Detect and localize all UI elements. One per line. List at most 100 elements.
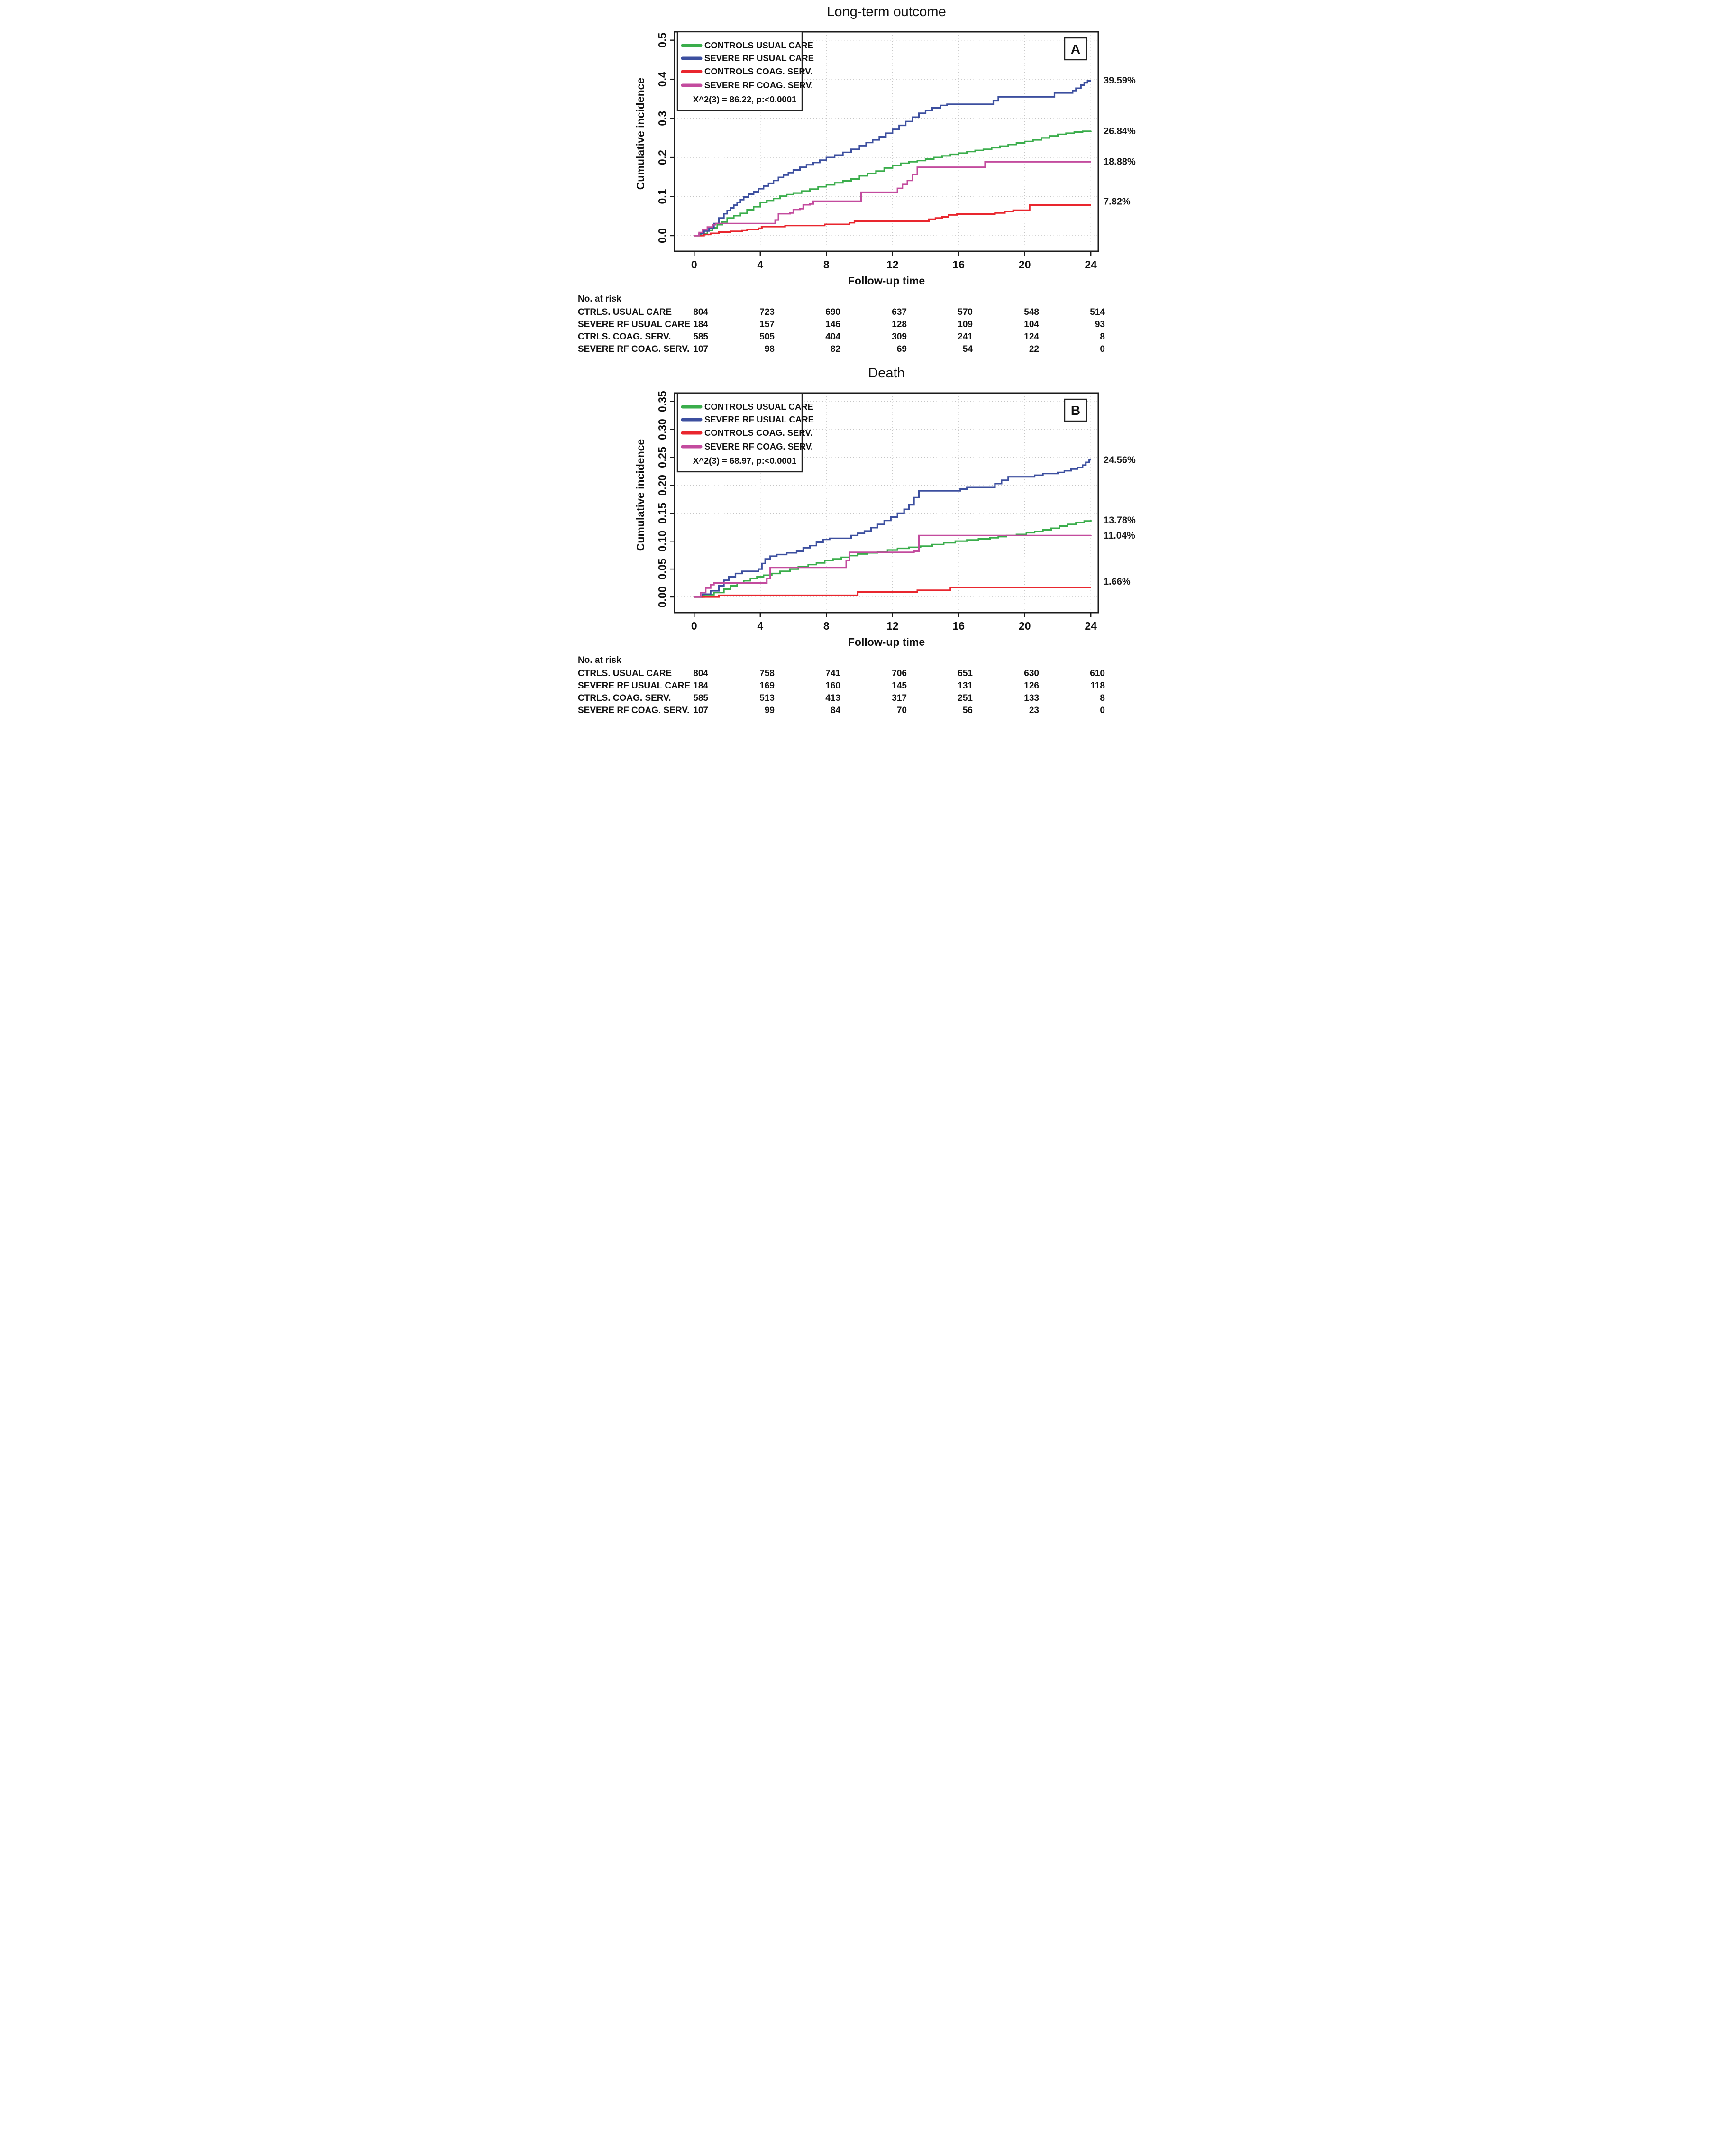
x-tick-label: 16 xyxy=(952,620,965,632)
risk-value-cell: 0 xyxy=(1100,706,1105,716)
risk-value-cell: 8 xyxy=(1100,693,1105,703)
plot-border xyxy=(674,392,1099,614)
risk-value-cell: 184 xyxy=(693,320,708,330)
risk-value-cell: 54 xyxy=(962,344,973,354)
figure-page: Long-term outcome 0 4 8 12 16 20 24 0.0 0.1 0.2 0.3… xyxy=(572,0,1144,723)
risk-value-cell: 128 xyxy=(892,320,907,330)
panel-letter-box xyxy=(1064,398,1087,422)
x-axis-label: Follow-up time xyxy=(848,275,925,287)
risk-value-cell: 70 xyxy=(896,706,907,716)
risk-value-cell: 22 xyxy=(1029,344,1039,354)
risk-value-cell: 690 xyxy=(825,307,840,317)
risk-value-cell: 23 xyxy=(1029,706,1039,716)
risk-row-label: SEVERE RF USUAL CARE xyxy=(578,320,691,330)
legend-label: SEVERE RF COAG. SERV. xyxy=(704,441,813,451)
risk-value-cell: 251 xyxy=(958,693,973,703)
x-tick-label: 20 xyxy=(1019,620,1031,632)
panel-a: Long-term outcome 0 4 8 12 16 20 24 0.0 0.1 0.2 0.3… xyxy=(572,0,1144,361)
risk-value-cell: 610 xyxy=(1090,669,1105,679)
end-percentage-label: 39.59% xyxy=(1104,75,1136,86)
risk-value-cell: 548 xyxy=(1024,307,1039,317)
risk-value-cell: 118 xyxy=(1090,681,1105,691)
risk-value-cell: 145 xyxy=(892,681,907,691)
x-tick-label: 4 xyxy=(757,258,763,271)
risk-value-cell: 570 xyxy=(958,307,973,317)
end-percentage-label: 18.88% xyxy=(1104,156,1136,167)
y-tick-label: 0.4 xyxy=(656,72,668,87)
risk-value-cell: 309 xyxy=(892,332,907,342)
x-tick-label: 24 xyxy=(1085,258,1097,271)
y-tick-label: 0.00 xyxy=(656,587,668,608)
risk-value-cell: 514 xyxy=(1090,307,1105,317)
risk-table-title: No. at risk xyxy=(578,655,621,665)
risk-value-cell: 107 xyxy=(693,706,708,716)
risk-value-cell: 804 xyxy=(693,307,708,317)
y-tick-label: 0.30 xyxy=(656,419,668,440)
risk-value-cell: 741 xyxy=(825,669,840,679)
legend-label: SEVERE RF USUAL CARE xyxy=(704,414,814,424)
x-tick-label: 8 xyxy=(823,258,830,271)
y-tick-label: 0.3 xyxy=(656,111,668,126)
y-tick-label: 0.2 xyxy=(656,150,668,165)
risk-value-cell: 126 xyxy=(1024,681,1039,691)
chi-square-stat: X^2(3) = 86.22, p:<0.0001 xyxy=(693,94,797,104)
legend-label: CONTROLS USUAL CARE xyxy=(704,402,813,412)
risk-value-cell: 133 xyxy=(1024,693,1039,703)
risk-value-cell: 107 xyxy=(693,344,708,354)
x-tick-label: 12 xyxy=(886,620,899,632)
y-axis-label: Cumulative incidence xyxy=(634,439,647,551)
series-line-controls-usual-care xyxy=(694,520,1092,598)
legend-label: CONTROLS USUAL CARE xyxy=(704,40,813,50)
y-tick-label: 0.1 xyxy=(656,189,668,204)
risk-value-cell: 104 xyxy=(1024,320,1039,330)
panel-a-chart: Long-term outcome 0 4 8 12 16 20 24 0.0 0.1 0.2 0.3… xyxy=(634,4,1136,287)
y-tick-label: 0.0 xyxy=(656,228,668,243)
risk-value-cell: 131 xyxy=(958,681,973,691)
end-percentage-label: 11.04% xyxy=(1104,531,1135,541)
end-percentage-label: 13.78% xyxy=(1104,515,1136,525)
risk-value-cell: 758 xyxy=(759,669,775,679)
risk-value-cell: 804 xyxy=(693,669,708,679)
panel-a-risk-table: No. at risk CTRLS. USUAL CARE 804 723 690 637… xyxy=(572,290,1144,361)
risk-value-cell: 706 xyxy=(892,669,907,679)
risk-row-label: SEVERE RF USUAL CARE xyxy=(578,681,691,691)
series-line-severe-rf-usual-care xyxy=(694,80,1091,237)
panel-letter: B xyxy=(1071,403,1080,418)
risk-value-cell: 157 xyxy=(759,320,775,330)
series-line-severe-rf-coag-serv- xyxy=(694,534,1092,598)
y-tick-label: 0.5 xyxy=(656,33,668,48)
risk-value-cell: 56 xyxy=(962,706,973,716)
panel-letter: A xyxy=(1071,42,1080,56)
end-percentage-label: 1.66% xyxy=(1104,577,1131,587)
x-tick-label: 12 xyxy=(886,258,899,271)
y-tick-label: 0.10 xyxy=(656,531,668,552)
risk-table-title: No. at risk xyxy=(578,294,621,304)
risk-row-label: CTRLS. USUAL CARE xyxy=(578,307,672,317)
legend: CONTROLS USUAL CARE SEVERE RF USUAL CARE C… xyxy=(676,31,814,111)
risk-value-cell: 99 xyxy=(764,706,775,716)
risk-value-cell: 169 xyxy=(759,681,775,691)
end-percentage-label: 7.82% xyxy=(1104,196,1131,207)
series-line-controls-usual-care xyxy=(694,130,1092,237)
risk-value-cell: 184 xyxy=(693,681,708,691)
risk-value-cell: 513 xyxy=(759,693,775,703)
x-tick-label: 0 xyxy=(691,258,697,271)
end-percentage-label: 24.56% xyxy=(1104,455,1136,466)
risk-value-cell: 241 xyxy=(958,332,973,342)
panel-b-chart: Death 0 4 8 12 16 20 24 0.00 0.05 0.10 0.15 0.20 0.25… xyxy=(634,366,1136,648)
risk-value-cell: 585 xyxy=(693,332,708,342)
series-line-controls-coag-serv- xyxy=(694,204,1091,237)
series-line-severe-rf-coag-serv- xyxy=(694,161,1091,237)
risk-value-cell: 0 xyxy=(1100,344,1105,354)
risk-value-cell: 160 xyxy=(825,681,840,691)
risk-value-cell: 637 xyxy=(892,307,907,317)
y-tick-label: 0.25 xyxy=(656,447,668,468)
x-tick-label: 16 xyxy=(952,258,965,271)
risk-value-cell: 630 xyxy=(1024,669,1039,679)
risk-value-cell: 723 xyxy=(759,307,775,317)
x-tick-label: 24 xyxy=(1085,620,1097,632)
risk-value-cell: 69 xyxy=(896,344,907,354)
chart-title: Death xyxy=(868,366,904,381)
risk-value-cell: 404 xyxy=(825,332,840,342)
panel-b-risk-table: No. at risk CTRLS. USUAL CARE 804 758 741 706… xyxy=(572,651,1144,723)
